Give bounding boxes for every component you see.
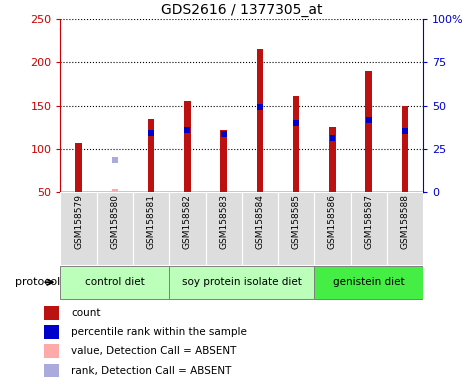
Bar [366,117,372,123]
Bar [278,192,314,265]
Text: count: count [72,308,101,318]
Bar [351,192,387,265]
Bar [44,344,59,358]
Bar [314,266,423,299]
Bar [44,364,59,377]
Bar [221,131,226,137]
Bar [206,192,242,265]
Text: percentile rank within the sample: percentile rank within the sample [72,327,247,337]
Bar [112,157,118,163]
Bar [133,192,169,265]
Bar [293,96,299,192]
Bar [148,119,154,192]
Text: genistein diet: genistein diet [333,277,405,287]
Bar [330,136,335,141]
Text: control diet: control diet [85,277,145,287]
Bar [60,266,169,299]
Bar [402,106,408,192]
Text: protocol: protocol [15,277,60,287]
Bar [314,192,351,265]
Text: GSM158582: GSM158582 [183,194,192,249]
Text: GSM158584: GSM158584 [255,194,265,249]
Bar [257,49,263,192]
Text: GSM158580: GSM158580 [110,194,120,249]
Bar [97,192,133,265]
Text: GSM158581: GSM158581 [146,194,156,249]
Text: GSM158579: GSM158579 [74,194,83,249]
Bar [169,266,314,299]
Text: soy protein isolate diet: soy protein isolate diet [182,277,302,287]
Text: rank, Detection Call = ABSENT: rank, Detection Call = ABSENT [72,366,232,376]
Bar [169,192,206,265]
Bar [257,104,263,110]
Bar [184,101,191,192]
Bar [60,192,97,265]
Text: GSM158586: GSM158586 [328,194,337,249]
Text: value, Detection Call = ABSENT: value, Detection Call = ABSENT [72,346,237,356]
Bar [387,192,423,265]
Text: GSM158587: GSM158587 [364,194,373,249]
Text: GSM158585: GSM158585 [292,194,301,249]
Bar [75,143,82,192]
Bar [44,325,59,339]
Bar [402,127,408,134]
Bar [185,127,190,133]
Bar [293,120,299,126]
Text: GSM158588: GSM158588 [400,194,410,249]
Bar [148,130,154,136]
Bar [220,130,227,192]
Title: GDS2616 / 1377305_at: GDS2616 / 1377305_at [161,3,323,17]
Bar [329,127,336,192]
Bar [365,71,372,192]
Text: GSM158583: GSM158583 [219,194,228,249]
Bar [44,306,59,320]
Bar [112,189,118,192]
Bar [242,192,278,265]
